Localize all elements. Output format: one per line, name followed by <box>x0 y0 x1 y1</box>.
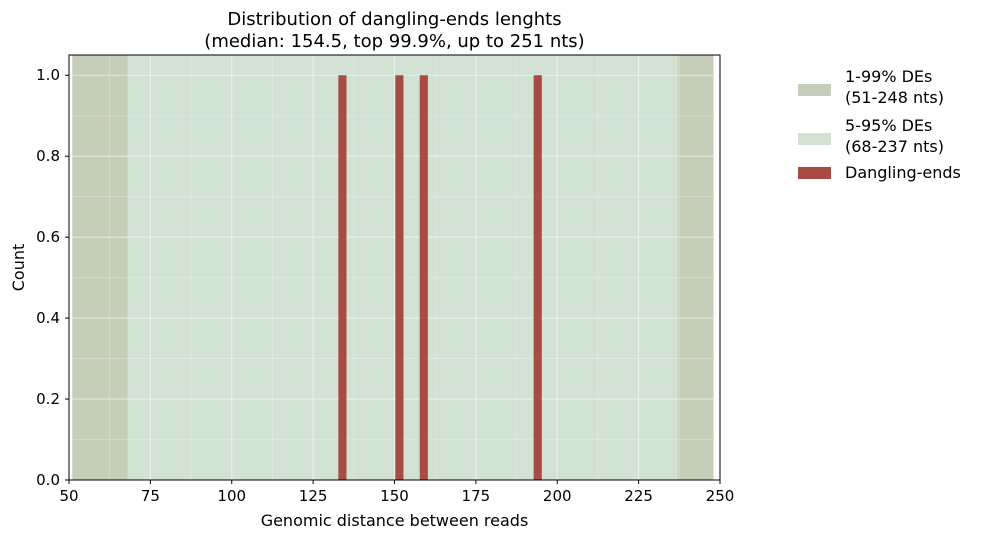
legend-label-span-2: (68-237 nts) <box>845 137 944 156</box>
x-tick-label: 125 <box>299 487 328 505</box>
x-tick-label: 150 <box>380 487 409 505</box>
x-tick-label: 75 <box>141 487 160 505</box>
bar <box>338 75 347 480</box>
legend: 1-99% DEs (51-248 nts) 5-95% DEs (68-237 nt… <box>798 67 961 182</box>
bars <box>338 75 542 480</box>
y-tick-label: 0.8 <box>36 147 60 165</box>
y-tick-label: 0.0 <box>36 471 60 489</box>
x-axis-label: Genomic distance between reads <box>261 511 529 530</box>
legend-swatch-span-1 <box>798 84 831 96</box>
legend-label-span-1: (51-248 nts) <box>845 88 944 107</box>
bar <box>395 75 404 480</box>
percentile-spans <box>72 55 714 480</box>
y-tick-label: 0.6 <box>36 228 60 246</box>
x-tick-label: 175 <box>462 487 491 505</box>
x-tick-label: 250 <box>706 487 735 505</box>
bar <box>533 75 542 480</box>
x-tick-label: 50 <box>59 487 78 505</box>
legend-swatch-span-2 <box>798 133 831 145</box>
legend-label-series: Dangling-ends <box>845 163 961 182</box>
legend-label-span-2: 5-95% DEs <box>845 116 932 135</box>
x-tick-label: 200 <box>543 487 572 505</box>
x-tick-label: 100 <box>217 487 246 505</box>
y-tick-label: 0.4 <box>36 309 60 327</box>
y-axis-label: Count <box>9 244 28 292</box>
y-axis-ticks: 0.0 0.2 0.4 0.6 0.8 1.0 <box>36 66 69 489</box>
chart-title: Distribution of dangling-ends lenghts <box>227 9 561 30</box>
legend-swatch-series <box>798 167 831 179</box>
chart-subtitle: (median: 154.5, top 99.9%, up to 251 nts… <box>204 31 584 52</box>
legend-label-span-1: 1-99% DEs <box>845 67 932 86</box>
x-tick-label: 225 <box>624 487 653 505</box>
y-tick-label: 1.0 <box>36 66 60 84</box>
grid <box>68 55 721 481</box>
y-tick-label: 0.2 <box>36 390 60 408</box>
x-axis-ticks: 50 75 100 125 150 175 200 225 250 <box>59 480 734 505</box>
bar <box>419 75 428 480</box>
